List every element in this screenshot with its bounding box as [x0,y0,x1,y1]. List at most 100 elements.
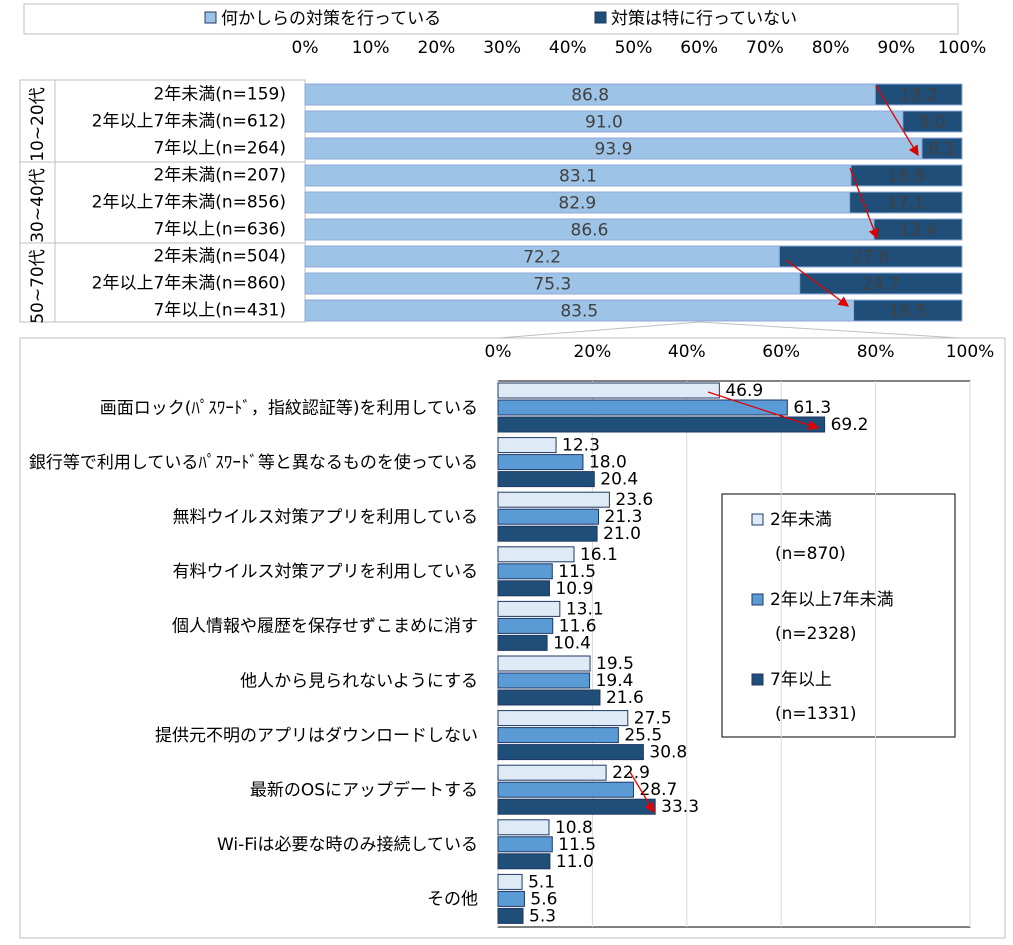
x-tick-label: 40% [549,38,587,58]
legend-swatch [751,673,764,686]
value-label: 11.6 [559,616,597,636]
value-label: 16.9 [888,167,926,187]
x-tick-label: 100% [938,38,987,58]
value-label: 17.1 [887,194,925,214]
x-tick-label: 80% [812,38,850,58]
legend-line: 7年以上 [770,670,832,690]
legend-box [721,493,956,738]
value-label: 27.8 [852,248,890,268]
value-label: 83.1 [559,167,597,187]
bar [497,873,523,890]
category-label: 2年未満(n=207) [153,166,286,186]
bar [497,764,607,781]
x-tick-label: 30% [483,38,521,58]
legend-label: 2年以上7年未満 (n=2328) [770,590,894,644]
value-label: 13.4 [899,221,937,241]
bar [497,672,591,689]
connector [497,321,701,339]
value-label: 91.0 [585,113,623,133]
value-label: 61.3 [793,398,831,418]
value-label: 13.1 [566,599,604,619]
value-label: 30.8 [649,743,687,763]
legend-label: 7年以上 (n=1331) [770,670,857,724]
value-label: 25.5 [624,726,662,746]
bar [497,546,575,563]
bar [497,508,600,525]
category-label: 画面ロック(ﾊﾟｽﾜｰﾄﾞ，指紋認証等)を利用している [100,398,478,418]
legend-line: 2年未満 [770,510,832,530]
category-label: Wi-Fiは必要な時のみ接続している [217,835,478,855]
category-label: 他人から見られないようにする [240,671,478,691]
category-label: 2年未満(n=504) [153,247,286,267]
value-label: 5.1 [528,872,555,892]
legend-label: 2年未満 (n=870) [770,510,846,564]
value-label: 19.4 [596,671,634,691]
value-label: 11.5 [558,562,596,582]
x-tick-label: 70% [746,38,784,58]
bar [497,525,598,542]
category-label: 提供元不明のアプリはダウンロードしない [155,726,478,746]
bar [497,454,584,471]
value-label: 10.8 [555,818,593,838]
category-label: 2年以上7年未満(n=856) [92,193,286,213]
value-label: 23.6 [615,490,653,510]
x-tick-label: 60% [762,342,800,362]
arrow [785,259,850,307]
bar-segment [778,245,963,268]
bar-segment [921,137,963,160]
category-label: 2年以上7年未満(n=612) [92,112,286,132]
category-label: 7年以上(n=431) [153,301,286,321]
legend-label: 対策は特に行っていない [611,9,797,29]
category-label: 2年未満(n=159) [153,85,286,105]
value-label: 5.3 [529,906,556,926]
x-tick-label: 100% [946,342,995,362]
bar [497,563,553,580]
bar [497,399,788,416]
value-label: 21.6 [606,688,644,708]
legend-swatch [594,11,607,24]
value-label: 10.9 [555,579,593,599]
value-label: 11.0 [556,852,594,872]
bar [497,819,550,836]
value-label: 18.0 [589,453,627,473]
value-label: 72.2 [523,248,561,268]
bar-segment [853,299,963,322]
x-tick-label: 20% [574,342,612,362]
value-label: 5.6 [530,889,557,909]
bar-segment [849,191,963,214]
value-label: 13.2 [900,86,938,106]
value-label: 33.3 [661,797,699,817]
value-label: 16.1 [580,545,618,565]
value-label: 46.9 [725,381,763,401]
bar-segment [799,272,963,295]
legend-box [23,3,959,35]
value-label: 86.8 [571,86,609,106]
group-label: 50~70代 [28,249,48,324]
arrow [875,85,919,157]
legend-line: (n=870) [775,544,846,564]
value-label: 21.0 [603,524,641,544]
bar [497,907,524,924]
bar [497,617,554,634]
value-label: 19.5 [596,654,634,674]
bar-segment [902,110,963,133]
value-label: 6.1 [928,140,955,160]
arrow [707,391,820,431]
bar [497,471,595,488]
value-label: 82.9 [558,194,596,214]
bar [497,600,561,617]
value-label: 93.9 [595,140,633,160]
value-label: 83.5 [560,302,598,322]
bar-segment [874,83,963,106]
bar [497,798,656,815]
marks: 0% 10% 20% 30% 40% 50% 60% 70% 80% 90% 100% 何かしらの対策… [28,9,994,927]
category-label: その他 [427,890,478,910]
x-tick-label: 20% [418,38,456,58]
legend-line: (n=2328) [775,624,857,644]
x-tick-label: 50% [615,38,653,58]
bar [497,689,601,706]
x-tick-label: 10% [352,38,390,58]
value-label: 75.3 [533,275,571,295]
value-label: 10.4 [553,633,591,653]
